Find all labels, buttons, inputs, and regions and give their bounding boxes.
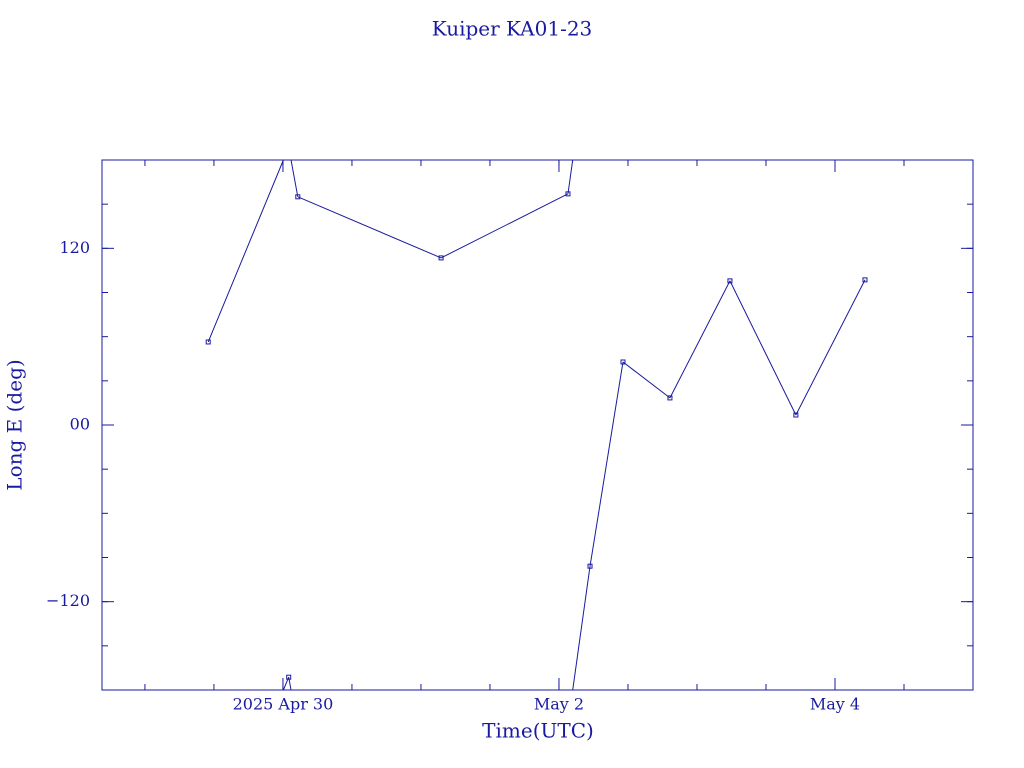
x-tick-label: May 4 [810, 695, 860, 714]
x-tick-label: May 2 [534, 695, 584, 714]
point-marker [793, 412, 799, 418]
line-segment [589, 361, 624, 567]
line-segment [669, 280, 731, 399]
point-marker [727, 278, 733, 284]
x-tick-label: 2025 Apr 30 [233, 695, 334, 714]
point-marker [667, 395, 673, 401]
line-segment [622, 361, 671, 399]
y-tick-label: 00 [70, 415, 90, 434]
point-marker [286, 674, 292, 680]
x-axis-label: Time(UTC) [482, 719, 594, 743]
y-tick-label: 120 [59, 238, 90, 257]
point-marker [587, 563, 593, 569]
point-marker [295, 194, 301, 200]
y-axis-label: Long E (deg) [3, 359, 27, 490]
line-segment [440, 193, 569, 259]
line-segment [297, 196, 442, 259]
chart-title: Kuiper KA01-23 [432, 17, 593, 41]
point-marker [205, 339, 211, 345]
line-segment [288, 159, 299, 691]
line-segment [795, 279, 866, 416]
line-segment [567, 159, 591, 691]
y-tick-label: −120 [46, 591, 90, 610]
plot-frame [101, 159, 974, 691]
point-marker [862, 277, 868, 283]
line-segment [207, 159, 290, 691]
point-marker [565, 191, 571, 197]
line-segment [729, 280, 797, 416]
point-marker [620, 359, 626, 365]
point-marker [438, 255, 444, 261]
